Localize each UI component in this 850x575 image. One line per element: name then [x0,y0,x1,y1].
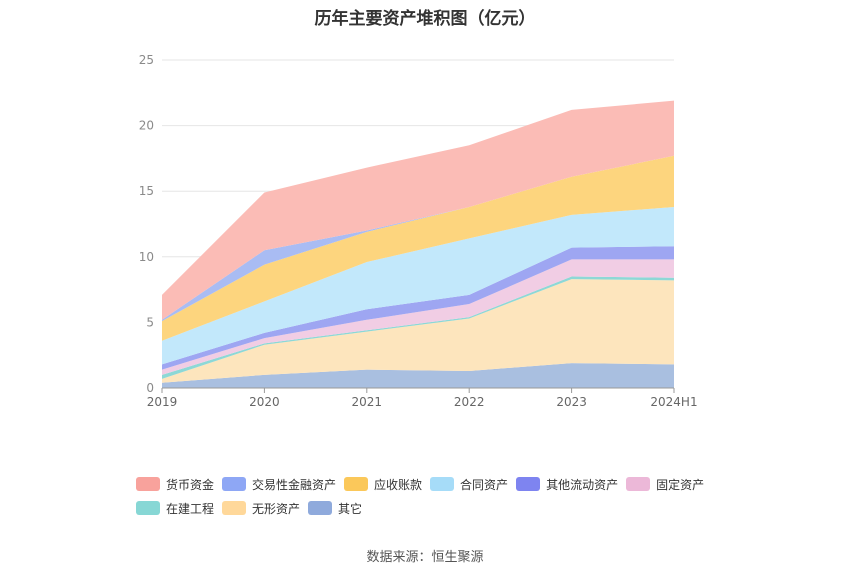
x-tick-label: 2022 [454,395,485,409]
y-tick-label: 15 [139,184,154,198]
legend-item[interactable]: 固定资产 [626,472,704,496]
legend-label: 无形资产 [252,501,301,516]
area-series [162,246,674,370]
legend-item[interactable]: 其它 [308,496,362,520]
x-tick-label: 2024H1 [650,395,697,409]
legend-label: 固定资产 [656,477,705,492]
x-tick-label: 2019 [147,395,178,409]
legend-label: 应收账款 [374,477,423,492]
legend-swatch [626,477,651,491]
area-series [162,155,674,341]
x-tick-label: 2020 [249,395,280,409]
chart-legend: 货币资金 交易性金融资产 应收账款 合同资产 其他流动资产 固定资产在建工程 无形资产 其它 [136,472,736,520]
legend-swatch [136,477,160,491]
y-tick-label: 20 [139,119,154,133]
legend-item[interactable]: 交易性金融资产 [222,472,336,496]
area-series [162,206,674,365]
y-tick-label: 25 [139,53,154,67]
y-tick-label: 0 [146,381,154,395]
legend-item[interactable]: 应收账款 [344,472,422,496]
legend-label: 交易性金融资产 [252,477,337,492]
legend-swatch [430,477,455,491]
area-series [162,259,674,375]
legend-item[interactable]: 无形资产 [222,496,300,520]
x-tick-label: 2023 [556,395,587,409]
legend-item[interactable]: 合同资产 [430,472,508,496]
legend-label: 货币资金 [166,477,215,492]
area-series [162,279,674,383]
legend-label: 其它 [338,501,363,516]
chart-title: 历年主要资产堆积图（亿元） [314,9,536,29]
stacked-area-chart: 0 5 10 15 20 25 2019 2020 2021 2022 2023 2024H1 [139,53,698,409]
x-tick-label: 2021 [352,395,383,409]
legend-swatch [222,501,247,515]
legend-label: 其他流动资产 [546,477,619,492]
legend-label: 合同资产 [460,477,509,492]
legend-item[interactable]: 在建工程 [136,496,214,520]
legend-swatch [222,477,247,491]
y-tick-label: 10 [139,250,154,264]
legend-swatch [136,501,160,515]
area-series [162,100,674,320]
source-note: 数据来源：恒生聚源 [366,550,484,565]
y-tick-label: 5 [146,315,154,329]
legend-item[interactable]: 货币资金 [136,472,214,496]
area-series [162,363,674,388]
legend-swatch [516,477,541,491]
legend-label: 在建工程 [166,501,215,516]
legend-item[interactable]: 其他流动资产 [516,472,618,496]
legend-swatch [344,477,369,491]
legend-swatch [308,501,333,515]
